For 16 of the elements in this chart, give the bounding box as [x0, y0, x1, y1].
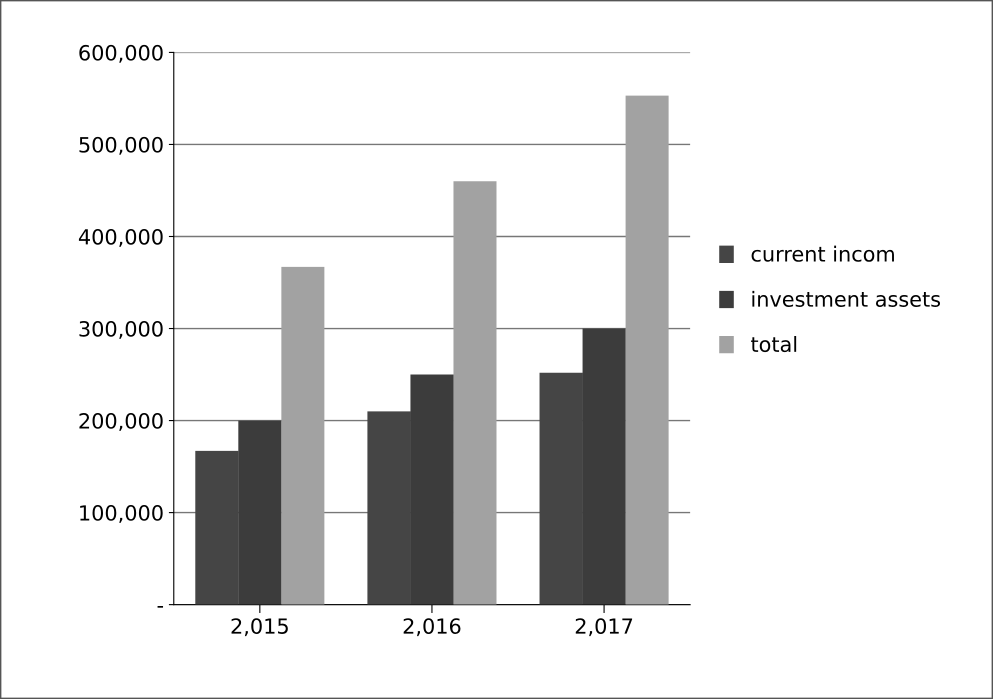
bar	[626, 96, 669, 605]
y-tick-label: 100,000	[80, 505, 163, 523]
x-tick-label: 2,017	[576, 618, 632, 636]
bar	[453, 181, 496, 605]
y-tick-label: 500,000	[80, 136, 163, 155]
legend-label: investment assets	[752, 290, 940, 307]
legend-label: current incom	[752, 246, 894, 262]
legend-label: total	[751, 336, 796, 352]
x-tick-label: 2,015	[232, 618, 288, 636]
y-tick-label: 600,000	[79, 44, 163, 63]
x-tick-label: 2,016	[404, 618, 460, 636]
y-tick-label: 400,000	[78, 228, 163, 247]
y-tick-label: -	[158, 606, 164, 608]
y-tick-label: 200,000	[79, 413, 163, 431]
y-tick-label: 300,000	[79, 320, 163, 339]
bar	[281, 266, 324, 605]
